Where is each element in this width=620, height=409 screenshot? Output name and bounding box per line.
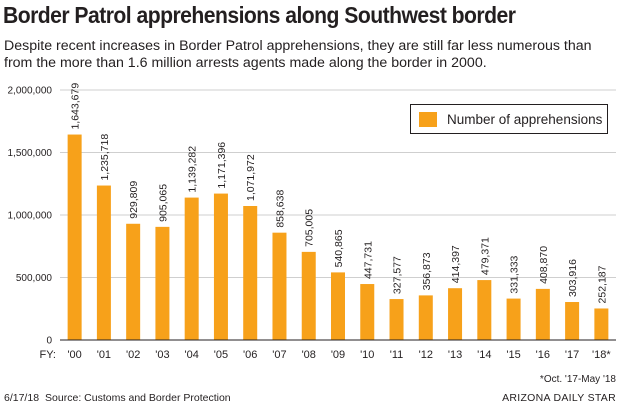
- x-tick-label: '12: [419, 349, 433, 361]
- bar: [594, 308, 609, 340]
- y-axis-tick-labels: 0 500,000 1,000,000 1,500,000 2,000,000: [8, 86, 53, 347]
- bar-data-labels: 1,643,679 1,235,718 929,809 905,065 1,139,28…: [70, 83, 609, 304]
- chart-legend: Number of apprehensions: [410, 104, 608, 134]
- bar-value-label: 479,371: [479, 237, 491, 275]
- footer-source-line: 6/17/18 Source: Customs and Border Protec…: [4, 392, 231, 404]
- bar-value-label: 356,873: [421, 252, 433, 290]
- x-tick-label: '05: [214, 349, 228, 361]
- x-axis-tick-labels: '00 '01 '02 '03 '04 '05 '06 '07 '08 '09 '10 '11 '12 '…: [67, 349, 611, 361]
- bar: [126, 223, 141, 340]
- bar-value-label: 1,139,282: [187, 146, 199, 193]
- bar: [184, 197, 199, 340]
- source-text: Source: Customs and Border Protection: [45, 392, 231, 404]
- chart-subtitle: Despite recent increases in Border Patro…: [4, 38, 592, 71]
- bar: [243, 206, 258, 340]
- bar: [477, 280, 492, 340]
- bar: [360, 284, 375, 340]
- y-tick-label: 1,000,000: [8, 211, 53, 222]
- bar-value-label: 705,005: [304, 209, 316, 247]
- bar: [506, 298, 521, 340]
- bar: [331, 272, 345, 340]
- x-tick-label: '01: [97, 349, 111, 361]
- bar-value-label: 414,397: [450, 245, 462, 283]
- x-tick-label: '02: [126, 349, 140, 361]
- bar-value-label: 331,333: [509, 255, 521, 293]
- publish-date: 6/17/18: [4, 392, 40, 404]
- bar-value-label: 1,235,718: [99, 134, 111, 181]
- x-axis-label: FY:: [39, 349, 56, 361]
- x-tick-label: '15: [506, 349, 520, 361]
- y-tick-label: 2,000,000: [8, 86, 53, 97]
- bar: [565, 302, 580, 340]
- x-tick-label: '17: [565, 349, 579, 361]
- bar: [448, 288, 463, 340]
- x-tick-label: '10: [360, 349, 374, 361]
- x-tick-label: '08: [302, 349, 316, 361]
- bar-value-label: 327,577: [392, 256, 404, 294]
- bar-value-label: 1,071,972: [245, 154, 257, 201]
- x-tick-label: '04: [185, 349, 199, 361]
- x-tick-label: '09: [331, 349, 345, 361]
- x-tick-label: '18*: [592, 349, 611, 361]
- bar-value-label: 303,916: [567, 259, 579, 297]
- x-tick-label: '00: [67, 349, 81, 361]
- x-tick-label: '11: [390, 349, 404, 361]
- bar-value-label: 408,870: [538, 246, 550, 284]
- bar-value-label: 1,643,679: [70, 83, 82, 130]
- publisher-credit: ARIZONA DAILY STAR: [502, 392, 616, 404]
- bar: [389, 299, 404, 340]
- bar: [213, 193, 228, 340]
- bar: [301, 251, 316, 340]
- bar-value-label: 929,809: [128, 181, 140, 219]
- legend-swatch: [419, 111, 437, 127]
- chart-title: Border Patrol apprehensions along Southw…: [3, 2, 516, 28]
- x-tick-label: '06: [243, 349, 257, 361]
- x-tick-label: '03: [155, 349, 169, 361]
- x-tick-label: '13: [448, 349, 462, 361]
- y-tick-label: 0: [46, 336, 52, 347]
- x-tick-label: '14: [477, 349, 491, 361]
- bar: [96, 185, 111, 340]
- bar: [535, 288, 550, 340]
- bar: [155, 226, 170, 340]
- y-tick-label: 500,000: [16, 273, 53, 284]
- bar-value-label: 1,171,396: [216, 142, 228, 189]
- bar: [418, 295, 433, 340]
- bar-value-label: 540,865: [333, 229, 345, 267]
- bar: [67, 134, 82, 340]
- footnote: *Oct. '17-May '18: [539, 374, 616, 385]
- bar-value-label: 858,638: [274, 190, 286, 228]
- bar: [272, 232, 287, 340]
- x-tick-label: '07: [272, 349, 286, 361]
- bar-value-label: 252,187: [596, 265, 608, 303]
- bars: [67, 134, 609, 340]
- x-tick-label: '16: [536, 349, 550, 361]
- legend-label: Number of apprehensions: [447, 111, 603, 127]
- bar-value-label: 905,065: [157, 184, 169, 222]
- y-tick-label: 1,500,000: [8, 148, 53, 159]
- bar-value-label: 447,731: [362, 241, 374, 279]
